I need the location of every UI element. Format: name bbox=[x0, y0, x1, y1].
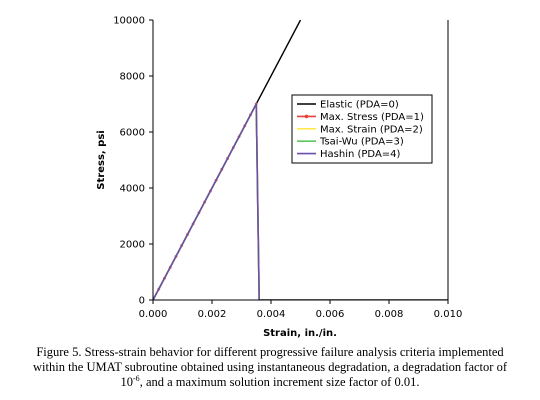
series-line-4 bbox=[153, 103, 448, 300]
caption-line-3-post: , and a maximum solution increment size … bbox=[139, 375, 420, 389]
x-tick-label: 0.010 bbox=[434, 309, 463, 320]
x-tick-label: 0.008 bbox=[375, 309, 404, 320]
figure-caption: Figure 5. Stress-strain behavior for dif… bbox=[4, 345, 536, 390]
ticks-group: 0.000 0.002 0.004 0.006 0.008 0.010 0 2000 4000 6… bbox=[113, 16, 462, 321]
series-group bbox=[153, 20, 448, 300]
legend: Elastic (PDA=0)Max. Stress (PDA=1)Max. S… bbox=[291, 94, 433, 164]
y-tick-label: 4000 bbox=[120, 184, 145, 195]
y-tick-label: 10000 bbox=[113, 16, 145, 27]
caption-superscript: -6 bbox=[133, 373, 140, 383]
x-tick-label: 0.000 bbox=[139, 309, 168, 320]
caption-line-1: Figure 5. Stress-strain behavior for dif… bbox=[36, 345, 504, 359]
legend-entry-label: Max. Stress (PDA=1) bbox=[320, 112, 424, 123]
legend-entry-label: Hashin (PDA=4) bbox=[320, 149, 401, 160]
stress-strain-chart: 0.000 0.002 0.004 0.006 0.008 0.010 0 2000 4000 6… bbox=[96, 16, 462, 340]
caption-line-2: within the UMAT subroutine obtained usin… bbox=[33, 360, 507, 374]
legend-marker bbox=[304, 114, 309, 119]
legend-entry-label: Max. Strain (PDA=2) bbox=[320, 124, 423, 135]
x-axis-title: Strain, in./in. bbox=[263, 328, 337, 339]
y-tick-label: 2000 bbox=[120, 240, 145, 251]
legend-entry-label: Elastic (PDA=0) bbox=[320, 100, 399, 111]
x-tick-label: 0.006 bbox=[316, 309, 345, 320]
y-tick-label: 8000 bbox=[120, 72, 145, 83]
axes-group bbox=[152, 20, 449, 301]
caption-line-3: 10-6, and a maximum solution increment s… bbox=[4, 373, 536, 390]
y-axis-title: Stress, psi bbox=[96, 130, 107, 189]
x-tick-label: 0.002 bbox=[198, 309, 227, 320]
x-tick-label: 0.004 bbox=[257, 309, 286, 320]
legend-entry-label: Tsai-Wu (PDA=3) bbox=[319, 137, 404, 148]
caption-line-3-pre: 10 bbox=[120, 375, 134, 389]
y-tick-label: 6000 bbox=[120, 128, 145, 139]
y-tick-label: 0 bbox=[139, 296, 145, 307]
